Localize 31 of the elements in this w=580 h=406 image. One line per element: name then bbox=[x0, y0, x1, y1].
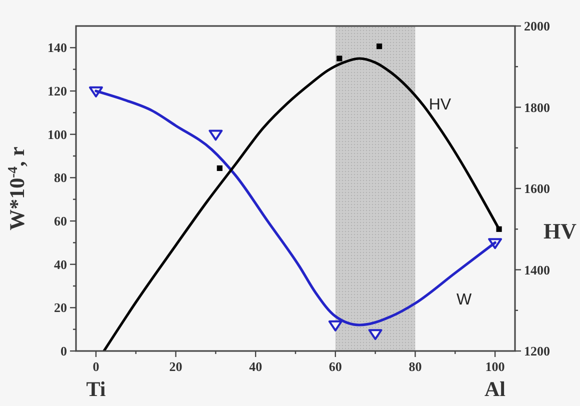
point bbox=[208, 130, 223, 141]
point bbox=[216, 165, 222, 171]
point bbox=[376, 44, 382, 50]
line-series bbox=[102, 57, 500, 351]
y2-tick-label: 1400 bbox=[524, 262, 550, 278]
x-tick-label: 0 bbox=[92, 359, 100, 374]
x-tick-label: 80 bbox=[408, 359, 422, 374]
y-tick-label: 0 bbox=[60, 344, 67, 359]
y2-tick-label: 1600 bbox=[524, 181, 550, 196]
y-tick-label: 40 bbox=[54, 256, 67, 272]
y-tick-label: 20 bbox=[54, 300, 67, 316]
series-label: HV bbox=[428, 96, 452, 114]
y2-tick-label: 1800 bbox=[524, 100, 550, 115]
y-tick-label: 120 bbox=[48, 84, 67, 99]
y-tick-label: 140 bbox=[48, 40, 67, 56]
x-tick-label: 40 bbox=[249, 359, 262, 374]
y2-tick-label: 2000 bbox=[524, 18, 550, 34]
text: Al bbox=[484, 377, 506, 401]
y-tick-label: 60 bbox=[54, 214, 67, 229]
y2-axis-title: HV bbox=[544, 218, 577, 244]
x-tick-label: 20 bbox=[169, 359, 182, 374]
point bbox=[336, 56, 342, 62]
point bbox=[328, 320, 342, 332]
x-tick-label: 60 bbox=[328, 359, 342, 374]
point bbox=[368, 329, 382, 340]
series-label: W bbox=[456, 292, 472, 309]
x-tick-label: 100 bbox=[485, 359, 505, 374]
y-tick-label: 80 bbox=[54, 170, 67, 186]
y-tick-label: 100 bbox=[48, 126, 67, 142]
text: Ti bbox=[86, 377, 106, 401]
y2-tick-label: 1200 bbox=[524, 344, 550, 359]
